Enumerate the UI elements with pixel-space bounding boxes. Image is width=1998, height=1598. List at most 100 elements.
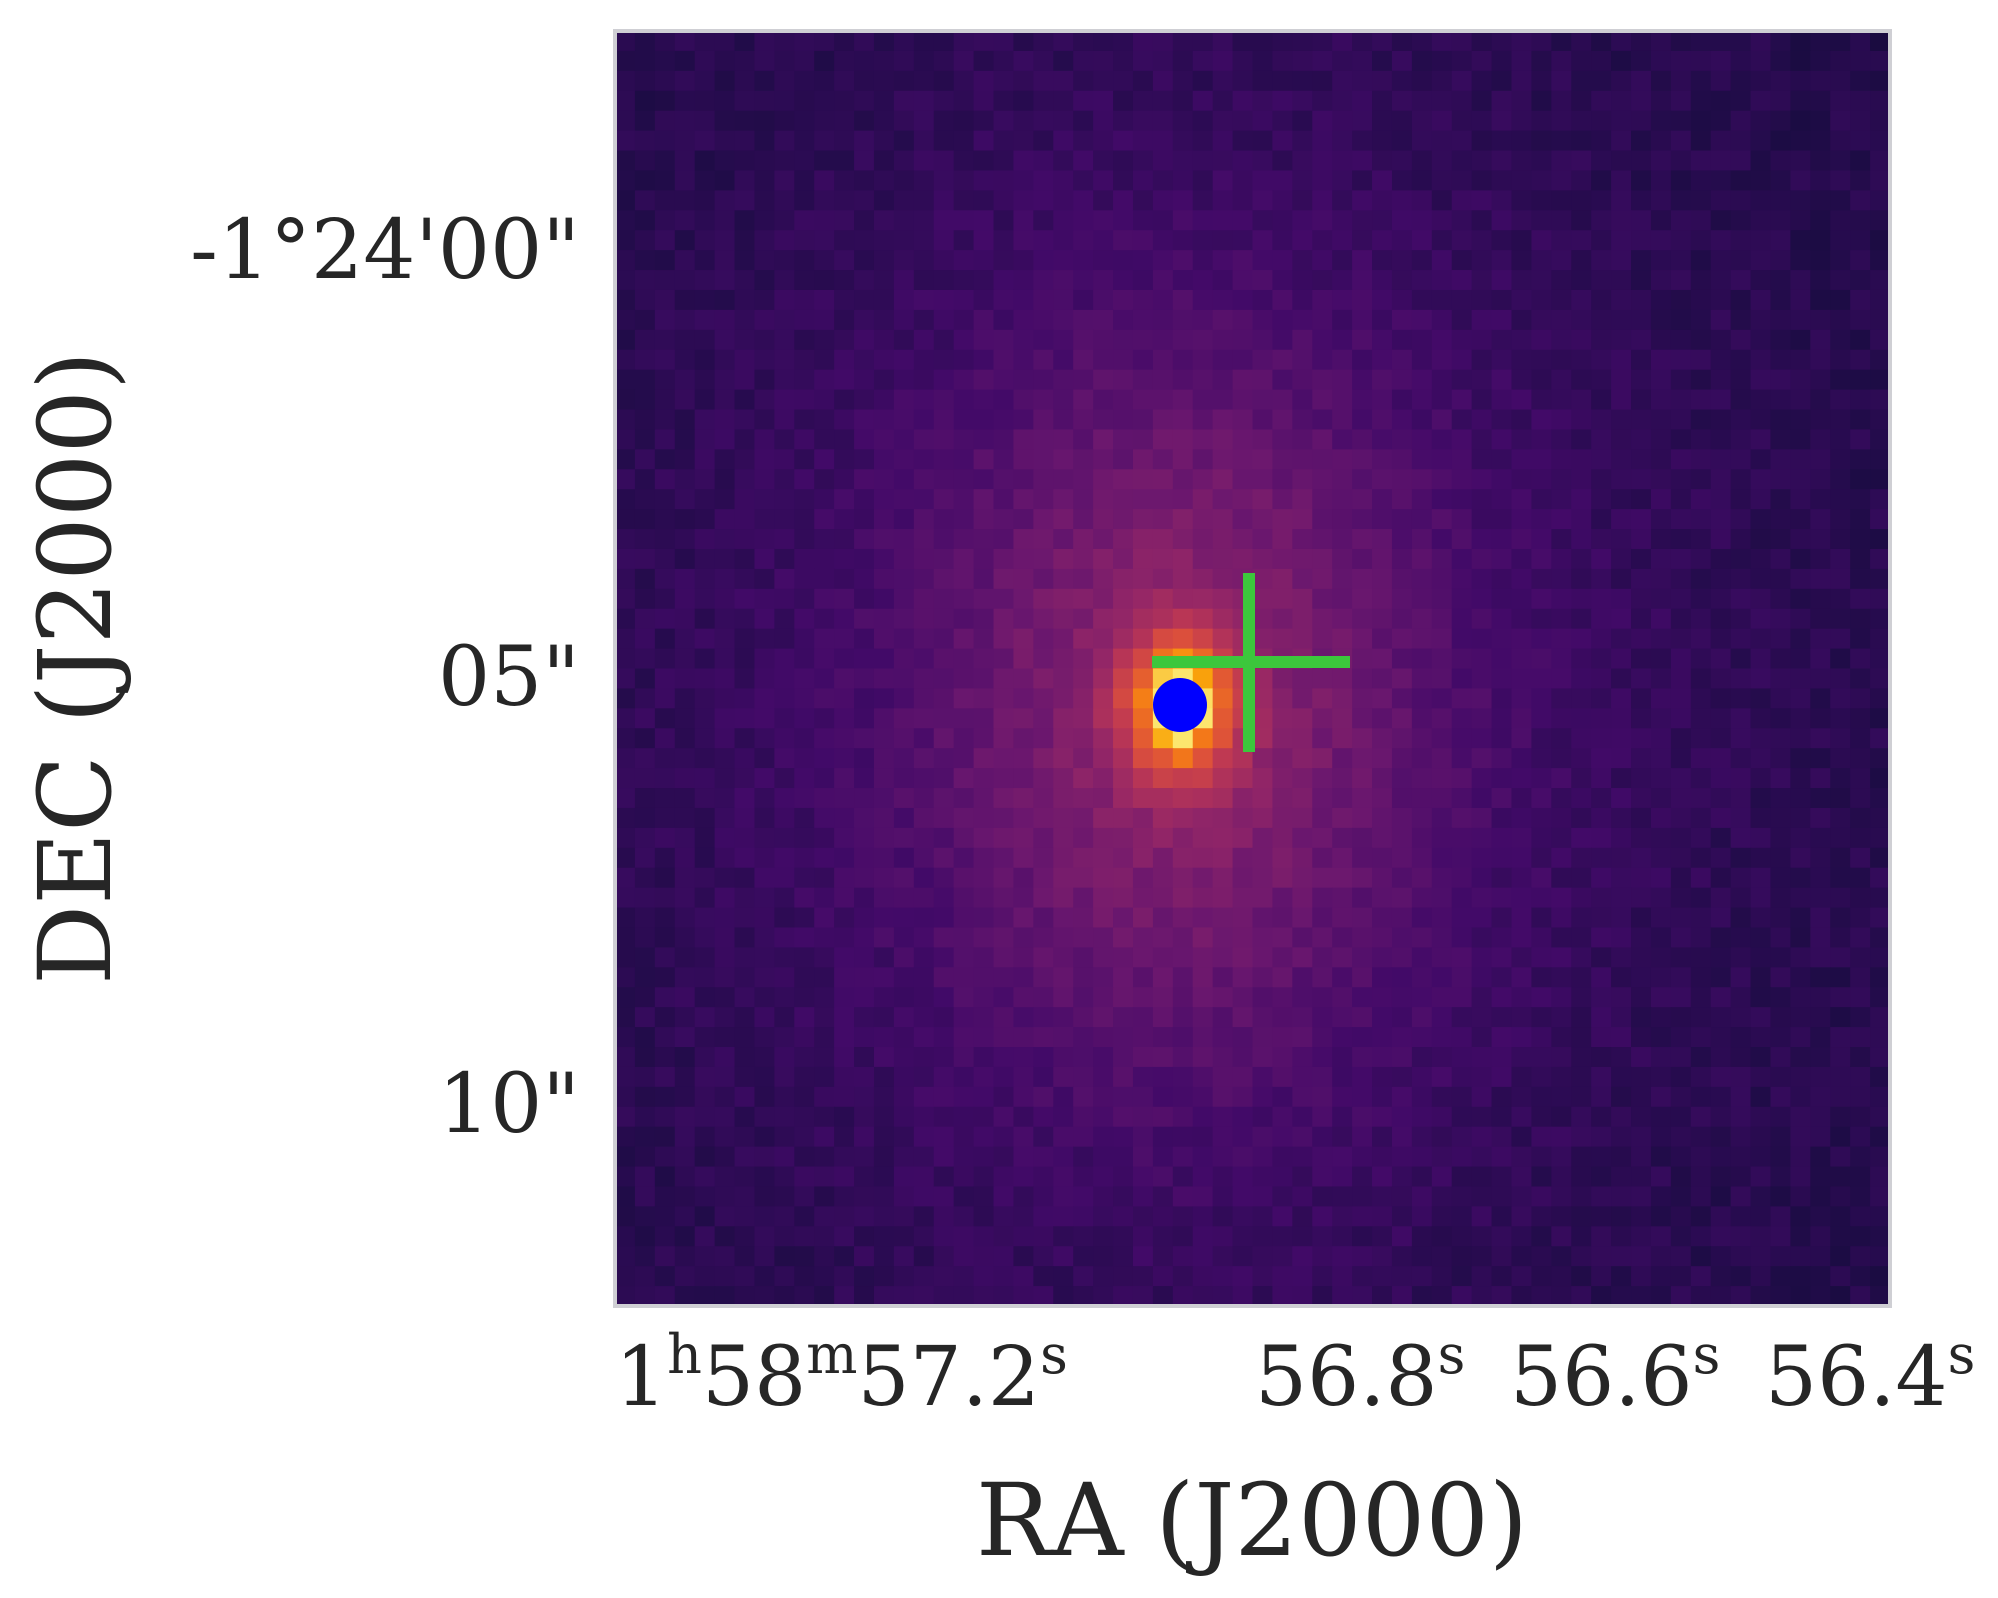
image-pixel <box>1571 568 1592 590</box>
image-pixel <box>1591 748 1612 769</box>
image-pixel <box>634 688 656 709</box>
image-pixel <box>774 130 795 152</box>
image-pixel <box>674 1186 696 1207</box>
image-pixel <box>615 1007 636 1028</box>
image-pixel <box>1132 170 1154 191</box>
image-pixel <box>1192 867 1214 889</box>
image-pixel <box>1591 90 1612 112</box>
image-pixel <box>1631 230 1652 251</box>
image-pixel <box>1391 728 1413 749</box>
image-pixel <box>1053 987 1074 1008</box>
image-pixel <box>1312 349 1333 371</box>
image-pixel <box>953 907 975 929</box>
image-pixel <box>1013 867 1034 889</box>
image-pixel <box>1411 967 1433 988</box>
image-pixel <box>754 289 775 311</box>
image-pixel <box>1611 1166 1632 1188</box>
image-pixel <box>1810 947 1831 968</box>
image-pixel <box>993 1266 1015 1287</box>
image-pixel <box>893 1007 915 1028</box>
image-pixel <box>1650 867 1672 889</box>
image-pixel <box>1631 947 1652 968</box>
image-pixel <box>654 1286 676 1307</box>
image-pixel <box>1690 90 1712 112</box>
image-pixel <box>1571 827 1592 849</box>
image-pixel <box>714 230 736 251</box>
image-pixel <box>834 1066 855 1088</box>
image-pixel <box>1710 628 1732 650</box>
image-pixel <box>873 788 895 809</box>
image-pixel <box>933 847 955 869</box>
image-pixel <box>1710 529 1732 550</box>
image-pixel <box>1132 150 1154 172</box>
image-pixel <box>1033 548 1054 570</box>
image-pixel <box>694 1027 716 1048</box>
image-pixel <box>953 588 975 610</box>
image-pixel <box>1073 887 1094 909</box>
image-pixel <box>1750 1166 1772 1188</box>
image-pixel <box>634 927 656 948</box>
image-pixel <box>1710 1066 1732 1088</box>
image-pixel <box>615 768 636 789</box>
image-pixel <box>634 210 656 231</box>
image-pixel <box>1770 628 1791 650</box>
image-pixel <box>1631 90 1652 112</box>
image-pixel <box>1870 489 1891 510</box>
image-pixel <box>615 1106 636 1128</box>
image-pixel <box>1391 668 1413 690</box>
image-pixel <box>1033 1186 1054 1207</box>
image-pixel <box>1511 349 1532 371</box>
image-pixel <box>1172 1126 1194 1148</box>
image-pixel <box>1670 1007 1692 1028</box>
image-pixel <box>873 349 895 371</box>
image-pixel <box>1053 289 1074 311</box>
image-pixel <box>873 907 895 929</box>
image-pixel <box>1252 708 1274 729</box>
image-pixel <box>1192 1186 1214 1207</box>
image-pixel <box>1750 150 1772 172</box>
image-pixel <box>953 110 975 132</box>
image-pixel <box>1292 728 1313 749</box>
image-pixel <box>1332 389 1353 411</box>
image-pixel <box>1192 309 1214 331</box>
image-pixel <box>1591 887 1612 909</box>
image-pixel <box>1152 1066 1174 1088</box>
image-pixel <box>1810 1246 1831 1267</box>
image-pixel <box>1132 1106 1154 1128</box>
image-pixel <box>1053 648 1074 670</box>
image-pixel <box>893 70 915 92</box>
image-pixel <box>1690 807 1712 829</box>
image-pixel <box>1690 469 1712 490</box>
image-pixel <box>1312 509 1333 530</box>
image-pixel <box>933 1106 955 1128</box>
image-pixel <box>1431 1066 1453 1088</box>
image-pixel <box>1531 1226 1552 1247</box>
image-pixel <box>1272 1106 1293 1128</box>
image-pixel <box>1551 469 1572 490</box>
image-pixel <box>1332 70 1353 92</box>
image-pixel <box>1690 31 1712 52</box>
image-pixel <box>1611 1086 1632 1108</box>
image-pixel <box>873 827 895 849</box>
image-pixel <box>1810 1106 1831 1128</box>
image-pixel <box>1232 250 1254 271</box>
image-pixel <box>973 628 995 650</box>
image-pixel <box>1690 529 1712 550</box>
image-pixel <box>1013 130 1034 152</box>
image-pixel <box>1252 867 1274 889</box>
image-pixel <box>1391 688 1413 709</box>
image-pixel <box>1093 329 1114 351</box>
image-pixel <box>973 947 995 968</box>
image-pixel <box>1411 389 1433 411</box>
image-pixel <box>794 170 815 191</box>
image-pixel <box>973 927 995 948</box>
image-pixel <box>1073 688 1094 709</box>
image-pixel <box>714 1166 736 1188</box>
image-pixel <box>953 469 975 490</box>
image-pixel <box>1591 907 1612 929</box>
image-pixel <box>1113 807 1134 829</box>
image-pixel <box>953 867 975 889</box>
image-pixel <box>854 1286 875 1307</box>
image-pixel <box>1411 329 1433 351</box>
image-pixel <box>654 947 676 968</box>
